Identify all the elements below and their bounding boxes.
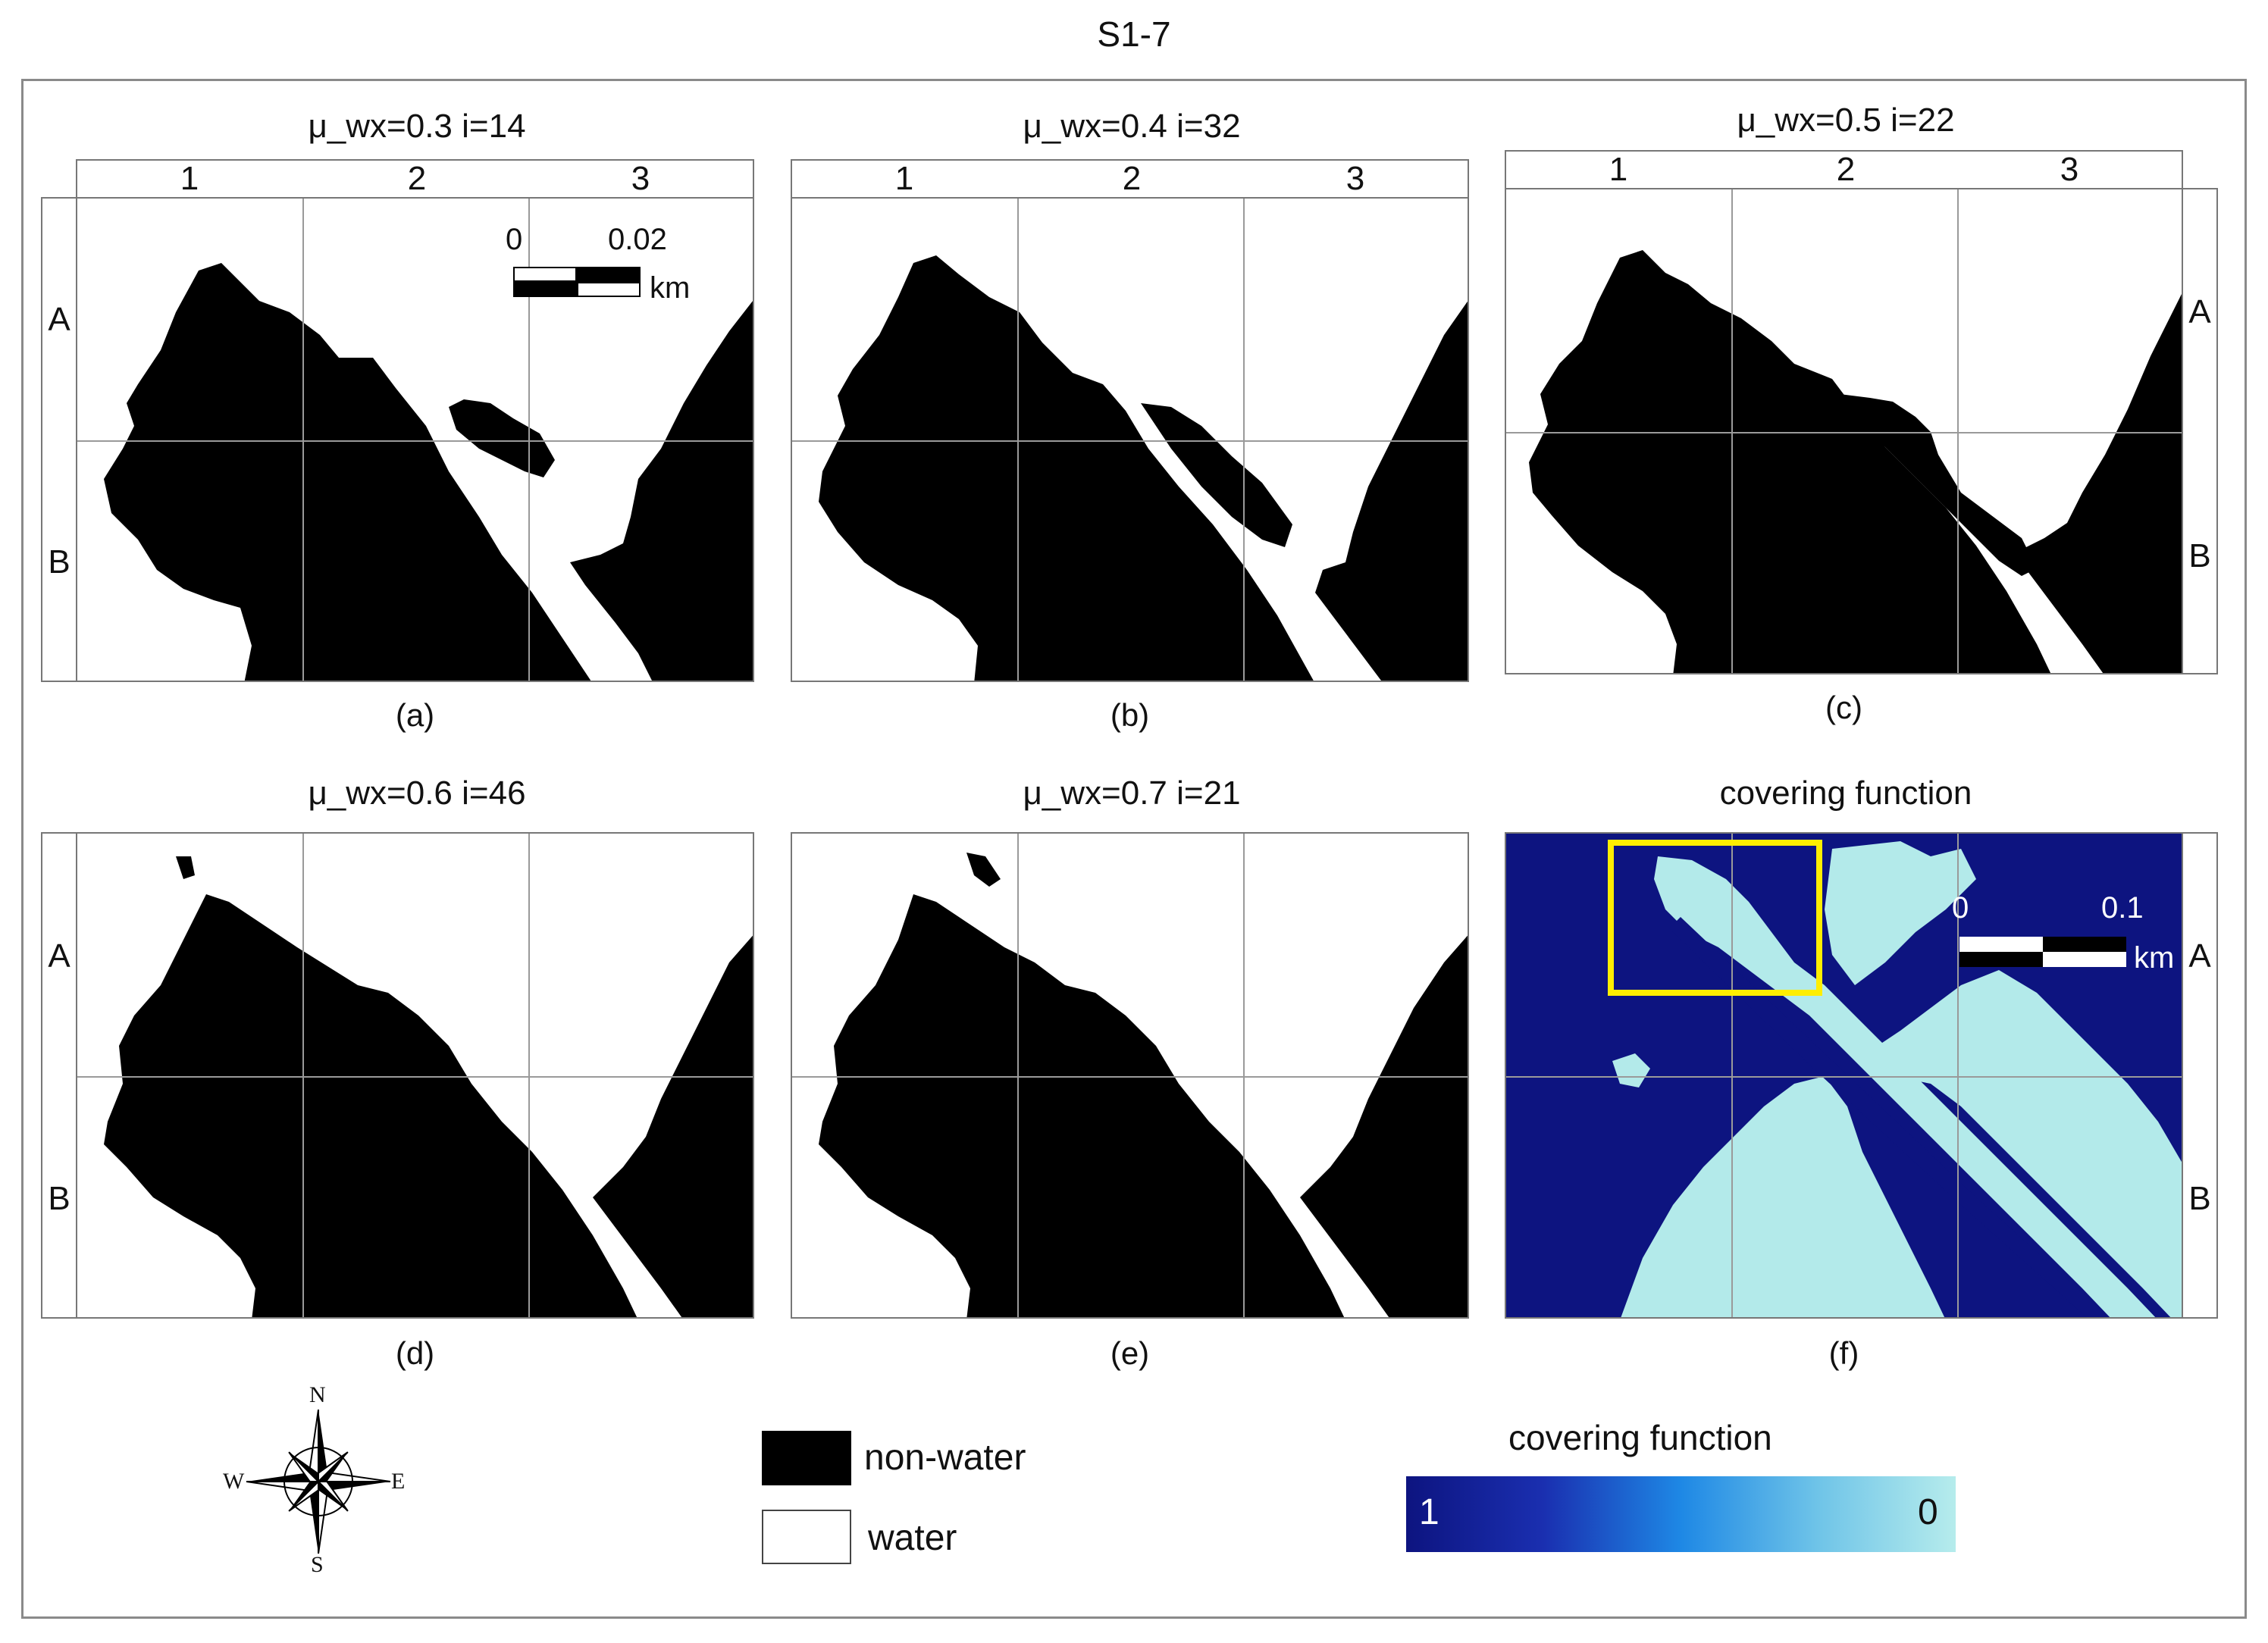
figure-frame [21, 79, 2247, 1619]
colorbar-max-label: 0 [1918, 1492, 1938, 1532]
panel-a-scalebar-end: 0.02 [608, 223, 667, 256]
legend-nonwater-label: non-water [864, 1438, 1026, 1478]
panel-d-map [76, 832, 754, 1319]
panel-c-title: μ_wx=0.5 i=22 [1737, 102, 1955, 139]
panel-a-nonwater-right [570, 301, 753, 681]
panel-f-caption: (f) [1828, 1335, 1859, 1371]
panel-a-scalebar [513, 267, 642, 300]
panel-d-title: μ_wx=0.6 i=46 [308, 775, 526, 812]
panel-b-nonwater-left [819, 255, 1314, 681]
panel-e-nonwater-left [819, 894, 1345, 1317]
panel-f-row-B: B [2188, 1180, 2211, 1217]
panel-c-column-strip [1505, 150, 2183, 189]
panel-a-row-strip [41, 197, 77, 682]
panel-f-water-main [1654, 856, 2156, 1317]
panel-a-nonwater-islet [449, 399, 555, 477]
panel-c-row-A: A [2188, 293, 2211, 330]
panel-e-title: μ_wx=0.7 i=21 [1023, 775, 1241, 812]
panel-a-caption: (a) [395, 697, 435, 733]
panel-f-river-channel [1669, 917, 2110, 1317]
panel-f-water-islet [1612, 1053, 1650, 1088]
panel-f-water-right [1855, 970, 2182, 1317]
panel-d-nonwater-specks [176, 856, 215, 919]
panel-f-water-upper [1825, 841, 1976, 985]
panel-f-row-A: A [2188, 937, 2211, 975]
compass-w: W [223, 1469, 245, 1494]
panel-a-nonwater-left [104, 263, 591, 681]
panel-c-nonwater-left [1529, 250, 2051, 673]
panel-c-row-B: B [2188, 537, 2211, 574]
panel-e-caption: (e) [1110, 1335, 1150, 1371]
panel-e-map [791, 832, 1469, 1319]
panel-b-map [791, 197, 1469, 682]
colorbar-title: covering function [1508, 1418, 1772, 1457]
compass-n: N [309, 1382, 326, 1407]
panel-e-nonwater-spot [966, 853, 1001, 887]
panel-d-row-B: B [48, 1180, 70, 1217]
figure-title: S1-7 [1097, 14, 1171, 54]
panel-c-col-2: 2 [1836, 151, 1856, 188]
panel-c-col-3: 3 [2060, 151, 2079, 188]
panel-f-map: 0 0.1 km [1505, 832, 2183, 1319]
panel-b-col-1: 1 [894, 160, 914, 197]
panel-d-nonwater-right [593, 935, 753, 1317]
panel-a-map: 0 0.02 km [76, 197, 754, 682]
panel-c-nonwater-right-mid [1840, 394, 2037, 576]
panel-a-col-2: 2 [407, 160, 427, 197]
panel-f-water-lower-left [1621, 1076, 1945, 1317]
colorbar-ramp [1406, 1476, 1956, 1552]
panel-d-row-strip [41, 832, 77, 1319]
panel-d-caption: (d) [395, 1335, 435, 1371]
panel-c-col-1: 1 [1609, 151, 1628, 188]
compass-rose: N S E W [223, 1382, 405, 1577]
panel-b-col-3: 3 [1345, 160, 1365, 197]
panel-a-col-3: 3 [631, 160, 650, 197]
panel-c-row-strip [2182, 188, 2218, 674]
panel-b-nonwater-right [1315, 301, 1468, 681]
panel-f-scalebar-start: 0 [1952, 891, 1969, 925]
legend-water-label: water [868, 1518, 957, 1558]
panel-d-row-A: A [48, 937, 70, 975]
panel-a-row-A: A [48, 301, 70, 338]
panel-a-scalebar-start: 0 [506, 223, 523, 256]
panel-f-title: covering function [1719, 775, 1972, 812]
panel-e-nonwater-right [1300, 935, 1468, 1317]
legend-nonwater-swatch [762, 1431, 851, 1485]
panel-a-title: μ_wx=0.3 i=14 [308, 108, 526, 145]
legend-water-swatch [762, 1510, 851, 1564]
panel-b-caption: (b) [1110, 697, 1150, 733]
panel-b-title: μ_wx=0.4 i=32 [1023, 108, 1241, 145]
panel-c-nonwater-right [2014, 294, 2182, 673]
colorbar-min-label: 1 [1419, 1492, 1439, 1532]
panel-f-scalebar-end: 0.1 [2101, 891, 2144, 925]
panel-c-caption: (c) [1825, 690, 1862, 725]
compass-s: S [311, 1552, 324, 1577]
panel-f-scalebar-unit: km [2134, 941, 2175, 975]
panel-a-col-1: 1 [180, 160, 199, 197]
panel-a-row-B: B [48, 543, 70, 581]
panel-b-col-2: 2 [1122, 160, 1142, 197]
panel-f-scalebar [1959, 937, 2126, 967]
panel-c-map [1505, 188, 2183, 674]
panel-a-scalebar-unit: km [650, 271, 691, 305]
panel-f-highlight-box [1608, 840, 1822, 996]
panel-f-row-strip [2182, 832, 2218, 1319]
compass-e: E [391, 1469, 406, 1494]
panel-d-nonwater-left [104, 894, 637, 1317]
panel-b-nonwater-mid [1141, 403, 1292, 547]
